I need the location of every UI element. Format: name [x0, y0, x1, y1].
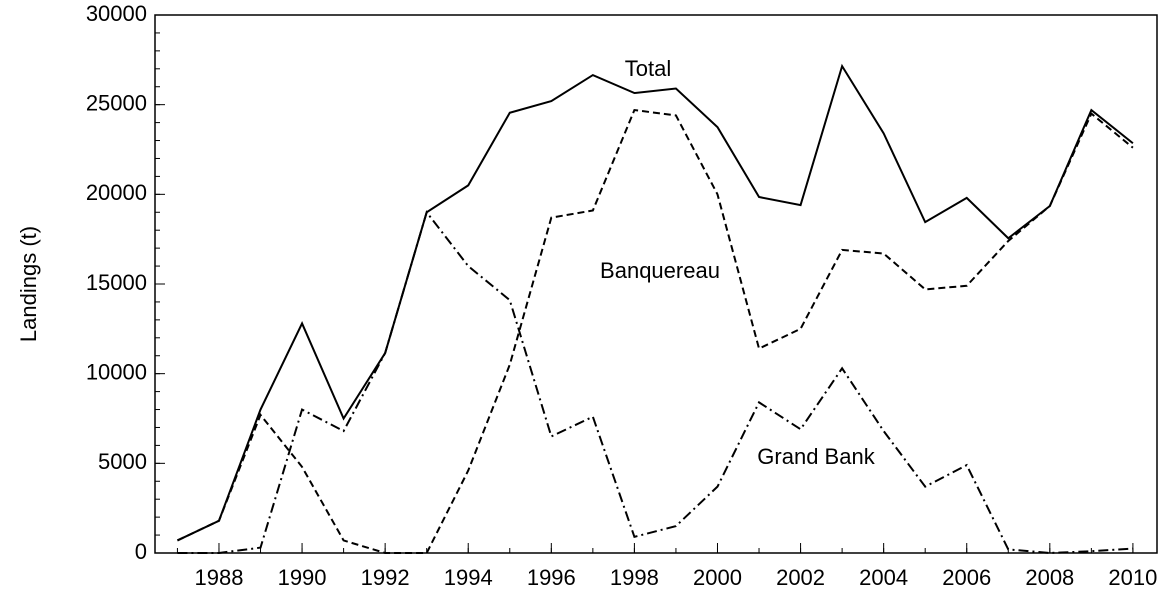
x-tick-label: 2000	[693, 565, 742, 590]
series-label: Total	[625, 56, 671, 81]
x-tick-label: 1990	[278, 565, 327, 590]
y-tick-label: 10000	[86, 359, 147, 384]
x-tick-label: 1998	[610, 565, 659, 590]
x-tick-label: 1994	[444, 565, 493, 590]
series-line	[177, 210, 1133, 555]
y-tick-label: 15000	[86, 270, 147, 295]
series-line	[177, 108, 1134, 554]
x-tick-label: 2002	[776, 565, 825, 590]
series-line	[177, 63, 1134, 542]
x-tick-label: 2010	[1108, 565, 1157, 590]
x-tick-label: 1988	[194, 565, 243, 590]
y-tick-label: 5000	[98, 449, 147, 474]
x-tick-label: 1992	[361, 565, 410, 590]
x-tick-label: 2008	[1025, 565, 1074, 590]
y-tick-label: 0	[135, 539, 147, 564]
y-tick-label: 20000	[86, 180, 147, 205]
x-tick-label: 2004	[859, 565, 908, 590]
y-tick-label: 25000	[86, 90, 147, 115]
series-label: Banquereau	[600, 258, 720, 283]
y-axis-label: Landings (t)	[16, 226, 41, 342]
y-tick-label: 30000	[86, 1, 147, 26]
series-label: Grand Bank	[757, 444, 875, 469]
x-tick-label: 2006	[942, 565, 991, 590]
x-tick-label: 1996	[527, 565, 576, 590]
